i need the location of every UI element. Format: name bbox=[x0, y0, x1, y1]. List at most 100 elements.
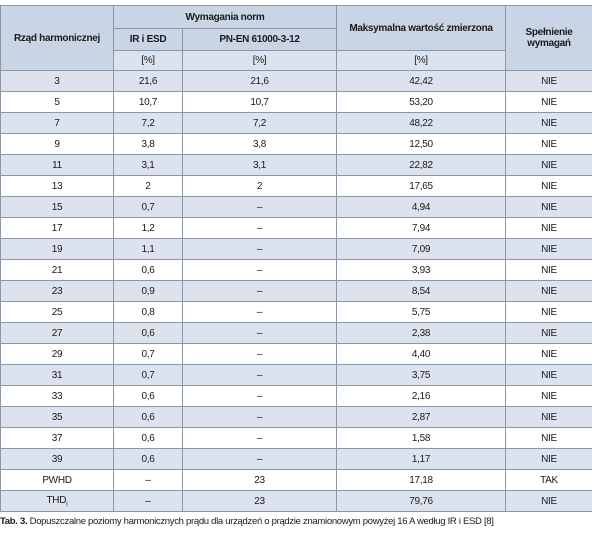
caption: Tab. 3. Dopuszczalne poziomy harmoniczny… bbox=[0, 516, 592, 527]
cell: – bbox=[181, 406, 338, 428]
cell: THDI bbox=[0, 490, 114, 512]
cell-subscript: I bbox=[66, 501, 68, 508]
cell: NIE bbox=[505, 259, 592, 281]
cell: 17,18 bbox=[336, 469, 507, 491]
cell: – bbox=[181, 343, 338, 365]
cell: NIE bbox=[505, 133, 592, 155]
cell: 9 bbox=[0, 133, 114, 155]
cell: 0,8 bbox=[113, 301, 183, 323]
cell: – bbox=[181, 301, 338, 323]
cell: PWHD bbox=[0, 469, 114, 491]
cell: 0,6 bbox=[113, 448, 183, 470]
table-row: 27 0,6–2,38 NIE bbox=[0, 322, 592, 344]
table-row: 5 10,7 10,7 53,20 NIE bbox=[0, 91, 592, 113]
table-row: 31 0,7–3,75 NIE bbox=[0, 364, 592, 386]
cell: NIE bbox=[505, 217, 592, 239]
cell: 10,7 bbox=[113, 91, 183, 113]
cell: 13 bbox=[0, 175, 114, 197]
cell: NIE bbox=[505, 301, 592, 323]
cell: 0,7 bbox=[113, 196, 183, 218]
cell: – bbox=[181, 427, 338, 449]
cell: 33 bbox=[0, 385, 114, 407]
cell: 0,7 bbox=[113, 343, 183, 365]
cell: 1,17 bbox=[336, 448, 507, 470]
cell: NIE bbox=[505, 364, 592, 386]
cell: 2,87 bbox=[336, 406, 507, 428]
cell: 79,76 bbox=[336, 490, 507, 512]
cell: NIE bbox=[505, 427, 592, 449]
cell: NIE bbox=[505, 280, 592, 302]
cell: 1,1 bbox=[113, 238, 183, 260]
header-cell: Maksymalna wartość zmierzona bbox=[336, 5, 507, 51]
header-cell: IR i ESD bbox=[113, 28, 183, 51]
table-row: 7 7,2 7,2 48,22 NIE bbox=[0, 112, 592, 134]
harmonics-table: Rząd harmonicznej Wymagania norm Maksyma… bbox=[0, 5, 592, 512]
cell: 23 bbox=[0, 280, 114, 302]
table-row: PWHD –23 17,18 TAK bbox=[0, 469, 592, 491]
cell: 3,93 bbox=[336, 259, 507, 281]
cell: 3 bbox=[0, 70, 114, 92]
table-row: 29 0,7–4,40 NIE bbox=[0, 343, 592, 365]
cell: 2 bbox=[181, 175, 338, 197]
cell: 1,2 bbox=[113, 217, 183, 239]
cell: NIE bbox=[505, 70, 592, 92]
cell: 1,58 bbox=[336, 427, 507, 449]
cell: – bbox=[113, 490, 183, 512]
cell: 0,9 bbox=[113, 280, 183, 302]
cell: 8,54 bbox=[336, 280, 507, 302]
cell: 48,22 bbox=[336, 112, 507, 134]
cell: 7,2 bbox=[181, 112, 338, 134]
cell: 7,2 bbox=[113, 112, 183, 134]
cell: 27 bbox=[0, 322, 114, 344]
cell: 0,6 bbox=[113, 385, 183, 407]
cell: NIE bbox=[505, 196, 592, 218]
cell: – bbox=[181, 448, 338, 470]
cell: NIE bbox=[505, 175, 592, 197]
cell: 35 bbox=[0, 406, 114, 428]
header-cell: PN-EN 61000-3-12 bbox=[181, 28, 338, 51]
unit-cell: [%] bbox=[336, 50, 507, 71]
cell: 0,6 bbox=[113, 406, 183, 428]
cell: 3,1 bbox=[113, 154, 183, 176]
table-row: 13 2 2 17,65 NIE bbox=[0, 175, 592, 197]
cell: 3,1 bbox=[181, 154, 338, 176]
cell: NIE bbox=[505, 343, 592, 365]
cell: NIE bbox=[505, 91, 592, 113]
cell: 2,16 bbox=[336, 385, 507, 407]
cell: NIE bbox=[505, 385, 592, 407]
cell: – bbox=[181, 196, 338, 218]
header-cell: Wymagania norm bbox=[112, 5, 338, 29]
cell: 21,6 bbox=[181, 70, 338, 92]
cell: 21,6 bbox=[113, 70, 183, 92]
cell: 37 bbox=[0, 427, 114, 449]
table-row: 25 0,8–5,75 NIE bbox=[0, 301, 592, 323]
cell: 29 bbox=[0, 343, 114, 365]
table-row: 33 0,6–2,16 NIE bbox=[0, 385, 592, 407]
cell: 4,40 bbox=[336, 343, 507, 365]
cell: 7,94 bbox=[336, 217, 507, 239]
cell: – bbox=[181, 385, 338, 407]
cell: 3,8 bbox=[181, 133, 338, 155]
cell: NIE bbox=[505, 448, 592, 470]
cell: 22,82 bbox=[336, 154, 507, 176]
cell: 0,7 bbox=[113, 364, 183, 386]
cell: – bbox=[181, 280, 338, 302]
cell: 0,6 bbox=[113, 427, 183, 449]
cell: – bbox=[181, 364, 338, 386]
cell: 5,75 bbox=[336, 301, 507, 323]
cell: – bbox=[181, 259, 338, 281]
cell: – bbox=[181, 238, 338, 260]
unit-cell: [%] bbox=[181, 50, 338, 71]
table-row: 17 1,2–7,94 NIE bbox=[0, 217, 592, 239]
cell: NIE bbox=[505, 154, 592, 176]
table-row: 19 1,1–7,09 NIE bbox=[0, 238, 592, 260]
cell: 2,38 bbox=[336, 322, 507, 344]
cell: 21 bbox=[0, 259, 114, 281]
cell: 0,6 bbox=[113, 322, 183, 344]
cell: 4,94 bbox=[336, 196, 507, 218]
table-row: 21 0,6–3,93 NIE bbox=[0, 259, 592, 281]
cell-text: THD bbox=[46, 494, 67, 506]
cell: 10,7 bbox=[181, 91, 338, 113]
header-cell: Rząd harmonicznej bbox=[0, 5, 114, 71]
